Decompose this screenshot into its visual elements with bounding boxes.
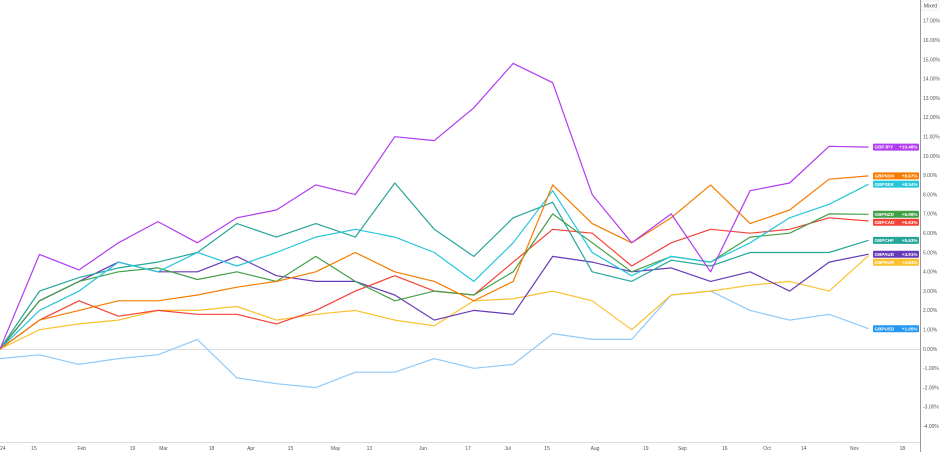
last-value-label-gbpusd: GBPUSD +1.05% — [873, 325, 919, 333]
y-tick-label: 17.00% — [923, 19, 940, 25]
series-gbpnok[interactable] — [0, 175, 869, 350]
last-value-label-gbpaud: GBPAUD +4.91% — [873, 250, 919, 258]
series-gbpcad[interactable] — [0, 217, 869, 350]
y-tick-label: 13.00% — [923, 96, 940, 102]
series-line-gbpaud[interactable] — [0, 253, 869, 350]
y-tick-label: -3.00% — [923, 405, 939, 411]
last-value-label-gbpeur: GBPEUR +4.84% — [873, 258, 919, 266]
series-gbpaud[interactable] — [0, 253, 869, 350]
series-gbpchf[interactable] — [0, 182, 869, 350]
x-tick-label: Feb — [77, 446, 86, 452]
x-tick-label: Jun — [419, 446, 427, 452]
y-tick-label: 7.00% — [923, 212, 938, 218]
series-last-value: +1.05% — [902, 326, 918, 331]
series-line-gbpeur[interactable] — [0, 255, 870, 350]
x-tick-label: May — [331, 446, 341, 452]
series-line-gbpnok[interactable] — [0, 175, 869, 350]
series-name: GBPNOK — [875, 173, 896, 178]
x-tick-label: 15 — [31, 446, 37, 452]
series-line-gbpcad[interactable] — [0, 217, 869, 350]
last-value-label-gbpjpy: GBPJPY +10.46% — [873, 143, 919, 151]
x-tick-label: Jul — [504, 446, 510, 452]
x-tick-label: Apr — [247, 446, 255, 452]
x-tick-label: Mar — [159, 446, 168, 452]
x-tick-label: Aug — [591, 446, 600, 452]
series-last-value: +4.84% — [902, 260, 918, 265]
time-axis[interactable]: 24 15 Feb 19 Mar 18 Apr 15 May 13 Jun 17 Jul 15 Aug 19 S… — [0, 446, 905, 452]
x-tick-label: 17 — [465, 446, 471, 452]
last-value-label-gbpchf: GBPCHF +5.63% — [873, 236, 919, 244]
x-tick-label: 16 — [722, 446, 728, 452]
y-tick-label: 0.00% — [923, 347, 938, 353]
x-tick-label: Oct — [763, 446, 771, 452]
x-tick-label: 14 — [801, 446, 807, 452]
series-gbpjpy[interactable] — [0, 62, 869, 350]
y-tick-label: 6.00% — [923, 231, 938, 237]
y-tick-label: 5.00% — [923, 250, 938, 256]
x-tick-label: 19 — [643, 446, 649, 452]
last-value-label-gbpnzd: GBPNZD +6.98% — [873, 210, 919, 218]
x-tick-label: 18 — [900, 446, 906, 452]
series-line-gbpnzd[interactable] — [0, 213, 869, 350]
last-value-label-gbpsek: GBPSEK +8.54% — [873, 180, 919, 188]
series-last-value: +4.91% — [902, 252, 918, 257]
y-tick-label: 3.00% — [923, 289, 938, 295]
y-tick-label: 16.00% — [923, 38, 940, 44]
x-tick-label: Sep — [678, 446, 687, 452]
series-gbpusd[interactable] — [0, 290, 869, 389]
y-tick-label: -2.00% — [923, 385, 939, 391]
x-tick-label: Nov — [850, 446, 859, 452]
series-name: GBPSEK — [875, 182, 895, 187]
y-tick-label: -1.00% — [923, 366, 939, 372]
y-tick-label: -4.00% — [923, 424, 939, 430]
y-tick-label: 14.00% — [923, 77, 940, 83]
y-tick-label: 10.00% — [923, 154, 940, 160]
series-name: GBPAUD — [875, 252, 895, 257]
series-gbpeur[interactable] — [0, 255, 870, 350]
y-tick-label: 4.00% — [923, 270, 938, 276]
scale-mode-button[interactable]: Mixed — [921, 0, 940, 11]
series-name: GBPNZD — [875, 212, 895, 217]
price-axis[interactable]: 17.00% 16.00% 15.00% 14.00% 13.00% 12.00% 11.0… — [923, 19, 940, 430]
series-name: GBPCHF — [875, 238, 895, 243]
series-last-value: +8.54% — [902, 182, 918, 187]
series-gbpsek[interactable] — [0, 183, 869, 350]
y-tick-label: 15.00% — [923, 57, 940, 63]
y-tick-label: 2.00% — [923, 308, 938, 314]
x-tick-label: 18 — [209, 446, 215, 452]
series-name: GBPUSD — [875, 326, 895, 331]
y-tick-label: 11.00% — [923, 135, 940, 141]
y-tick-label: 12.00% — [923, 115, 940, 121]
series-last-value: +8.97% — [902, 173, 918, 178]
series-last-value: +6.63% — [902, 220, 918, 225]
series-name: GBPJPY — [875, 145, 894, 150]
last-value-label-gbpnok: GBPNOK +8.97% — [873, 172, 919, 180]
y-tick-label: 1.00% — [923, 328, 938, 334]
scale-mode-label: Mixed — [924, 4, 938, 10]
x-tick-label: 19 — [130, 446, 136, 452]
last-value-label-gbpcad: GBPCAD +6.63% — [873, 218, 919, 226]
series-line-gbpusd[interactable] — [0, 290, 869, 389]
y-tick-label: 9.00% — [923, 173, 938, 179]
y-tick-label: 8.00% — [923, 192, 938, 198]
x-tick-label: 13 — [367, 446, 373, 452]
series-name: GBPEUR — [875, 260, 895, 265]
series-line-gbpjpy[interactable] — [0, 62, 869, 350]
x-tick-label: 15 — [544, 446, 550, 452]
series-line-gbpchf[interactable] — [0, 182, 869, 350]
series-name: GBPCAD — [875, 220, 896, 225]
series-line-gbpsek[interactable] — [0, 183, 869, 350]
plot-area — [0, 62, 920, 389]
x-tick-label: 15 — [288, 446, 294, 452]
series-last-value: +10.46% — [899, 145, 917, 150]
series-last-value: +5.63% — [902, 238, 918, 243]
series-last-value: +6.98% — [902, 212, 918, 217]
series-last-value-labels: GBPJPY +10.46%GBPNOK +8.97%GBPSEK +8.54%GBP… — [873, 143, 919, 333]
x-tick-label: 24 — [0, 446, 6, 452]
